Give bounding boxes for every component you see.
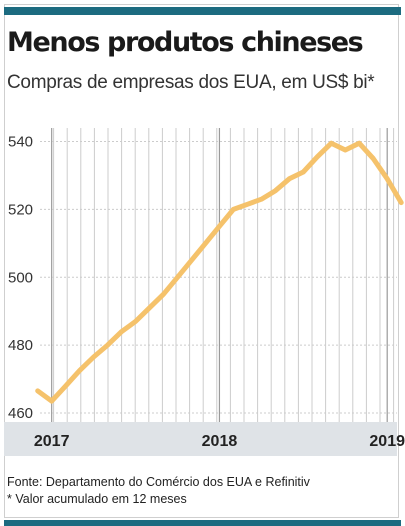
chart-subtitle: Compras de empresas dos EUA, em US$ bi* — [7, 72, 375, 93]
y-tick-label: 520 — [8, 201, 33, 218]
x-tick-label: 2019 — [369, 433, 405, 450]
header-accent-bar — [4, 7, 401, 15]
y-tick-label: 500 — [8, 269, 33, 286]
footer-accent-bar — [4, 520, 401, 526]
series-line — [35, 140, 404, 404]
x-tick-label: 2017 — [34, 433, 70, 450]
x-axis-band — [4, 422, 397, 456]
footnote: * Valor acumulado em 12 meses — [7, 492, 187, 506]
chart-title: Menos produtos chineses — [7, 27, 364, 58]
x-tick-label: 2018 — [202, 433, 238, 450]
chart-notes: Fonte: Departamento do Comércio dos EUA … — [7, 474, 310, 508]
y-tick-label: 480 — [8, 337, 33, 354]
y-tick-label: 460 — [8, 405, 33, 422]
source-note: Fonte: Departamento do Comércio dos EUA … — [7, 475, 310, 489]
y-tick-label: 540 — [8, 134, 33, 151]
